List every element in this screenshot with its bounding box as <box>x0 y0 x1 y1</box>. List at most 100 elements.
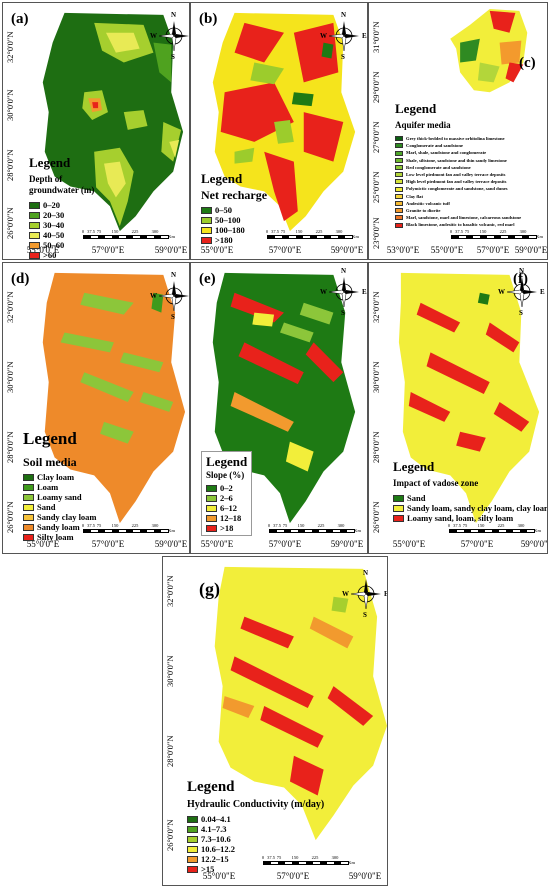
panel-c: (c) 31°0'0"N 29°0'0"N 27°0'0"N 25°0'0"N … <box>368 2 548 260</box>
legend-item: Sandy loam, sandy clay loam, clay loam <box>393 503 547 513</box>
compass-letter-n: N <box>519 267 525 275</box>
legend-item-label: 6–12 <box>220 503 237 513</box>
legend-item-label: Black limestone, andesitic to basaltic v… <box>406 222 515 228</box>
legend-item-label: Loam <box>37 482 59 492</box>
longitude-labels: 55°0'0"E 57°0'0"E 59°0'0"E <box>185 867 387 883</box>
legend-swatch <box>201 206 212 214</box>
lon-label: 55°0'0"E <box>26 245 60 255</box>
scale-tick-label: 37.5 <box>87 523 95 528</box>
legend-swatch <box>187 815 198 823</box>
scale-tick-label: 75 <box>96 523 102 528</box>
compass-letter-n: N <box>171 11 177 19</box>
legend-item-label: >15 <box>201 864 215 874</box>
scale-tick-label: 150 <box>111 229 119 234</box>
legend-swatch <box>23 513 34 521</box>
scale-tick-label: 0 <box>81 229 85 234</box>
lat-label: 26°0'0"N <box>371 501 381 533</box>
longitude-labels: 55°0'0"E 57°0'0"E 59°0'0"E <box>25 535 189 551</box>
legend-swatch <box>206 494 217 502</box>
legend-item: 40–50 <box>29 230 109 240</box>
panel-label: (e) <box>199 271 216 287</box>
compass-letter-n: N <box>171 271 177 279</box>
hydraulic-conductivity-map <box>214 566 387 841</box>
legend: Legend Hydraulic Conductivity (m/day) 0.… <box>187 779 324 874</box>
scale-bar-graphic <box>451 235 537 239</box>
scale-tick-label: 225 <box>131 523 139 528</box>
legend-title: Legend <box>23 429 77 448</box>
lat-label: 30°0'0"N <box>5 361 15 393</box>
legend-items: Grey thick-bedded to massive orbitolina … <box>395 135 521 229</box>
legend-item-label: Andesitic volcanic tuff <box>406 200 450 206</box>
compass-letter-s: S <box>171 53 175 61</box>
legend-item: 0–2 <box>206 483 247 493</box>
legend-subtitle: Slope (%) <box>206 470 245 480</box>
map-area <box>185 557 387 865</box>
panel-label: (b) <box>199 11 218 27</box>
legend-title: Legend <box>187 779 235 795</box>
legend: Legend Net recharge 0–50 50–100 100–180 >18… <box>201 171 267 245</box>
legend-item-label: Sand <box>37 502 56 512</box>
legend-item-label: >18 <box>220 523 234 533</box>
legend-item-label: 50–100 <box>215 215 241 225</box>
scale-tick-label: 150 <box>297 523 305 528</box>
legend-item: >180 <box>201 235 267 245</box>
legend-swatch <box>187 865 198 873</box>
legend-item-label: Grey thick-bedded to massive orbitolina … <box>406 136 505 141</box>
panel-d: (d) 32°0'0"N 30°0'0"N 28°0'0"N 26°0'0"N … <box>2 262 190 554</box>
legend-swatch <box>23 533 34 541</box>
legend-swatch <box>187 845 198 853</box>
lon-label: 57°0'0"E <box>460 539 494 549</box>
scale-tick-label: 300 <box>337 523 345 528</box>
lon-label: 57°0'0"E <box>476 245 510 255</box>
panel-e: (e) Legend Slope (%) 0–2 2–6 6–12 12–18 >18 … <box>190 262 368 554</box>
compass-letter-w: W <box>150 32 157 40</box>
legend-swatch <box>23 473 34 481</box>
scale-tick-label: 300 <box>335 229 343 234</box>
legend-swatch <box>201 236 212 244</box>
legend-item-label: 12–18 <box>220 513 242 523</box>
legend-item-label: Silty loam <box>37 532 74 542</box>
compass-letter-w: W <box>342 590 349 598</box>
compass-letter-n: N <box>341 267 347 275</box>
legend-item: Loamy sand <box>23 492 97 502</box>
scale-tick-label: 300 <box>331 855 339 860</box>
scale-tick-label: 225 <box>131 229 139 234</box>
legend-item: Sand <box>23 502 97 512</box>
legend-item: 10.6–12.2 <box>187 844 324 854</box>
scale-unit: Km <box>534 528 541 533</box>
compass-letter-s: S <box>341 53 345 61</box>
north-arrow-icon: N S W E <box>320 267 367 317</box>
legend: Legend Depth of groundwater (m) 0–20 20–3… <box>29 155 109 259</box>
scale-tick-label: 75 <box>280 229 286 234</box>
scale-tick-label: 300 <box>151 523 159 528</box>
lon-label: 59°0'0"E <box>154 245 188 255</box>
legend-item: 4.1–7.3 <box>187 824 324 834</box>
legend-swatch <box>29 201 40 209</box>
legend-swatch <box>29 241 40 249</box>
scale-tick-label: 0 <box>261 855 265 860</box>
legend-items: Clay loam Loam Loamy sand Sand Sandy clay lo… <box>23 472 97 542</box>
legend-item: >15 <box>187 864 324 874</box>
legend-item-label: Red conglomerate and sandstone <box>406 164 471 170</box>
lon-label: 55°0'0"E <box>430 245 464 255</box>
scale-bar-graphic <box>263 861 349 865</box>
lon-label: 55°0'0"E <box>200 539 234 549</box>
legend-swatch <box>395 172 403 178</box>
legend-item-label: Sand <box>407 493 426 503</box>
scale-bar-graphic <box>267 235 353 239</box>
compass-letter-s: S <box>341 309 345 317</box>
scale-tick-label: 75 <box>276 855 282 860</box>
latitude-labels: 32°0'0"N 30°0'0"N 28°0'0"N 26°0'0"N <box>3 263 25 533</box>
legend-swatch <box>395 215 403 221</box>
legend-swatch <box>23 503 34 511</box>
lon-label: 53°0'0"E <box>386 245 420 255</box>
vadose-zone-map <box>398 272 540 524</box>
legend-item-label: Polymictic conglomerate and sandstone, s… <box>406 186 508 192</box>
map-area <box>391 3 547 239</box>
aquifer-media-map <box>450 8 528 93</box>
scale-unit: Km <box>352 234 359 239</box>
legend-item-label: 40–50 <box>43 230 65 240</box>
scale-bar-graphic <box>269 529 355 533</box>
scale-tick-label: 150 <box>291 855 299 860</box>
panel-label: (f) <box>513 271 528 287</box>
